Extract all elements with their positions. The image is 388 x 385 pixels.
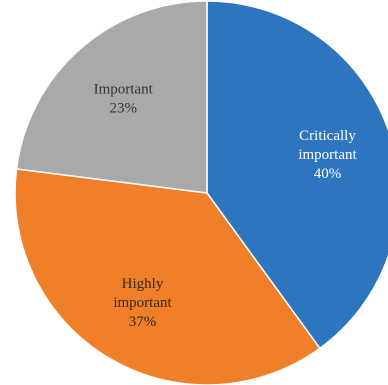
slice-label: Highly important 37% [113,276,172,330]
slice-category-label: Highly [122,276,164,292]
pie-slice [14,168,321,385]
slice-category-label: Critically [299,128,356,144]
pie-labels: Critically important 40% Highly important 37%… [94,81,358,330]
slice-label: Important 23% [94,81,154,116]
slice-percent-label: 40% [314,166,342,182]
pie-slices [14,0,388,385]
slice-percent-label: 23% [109,100,137,116]
slice-category-label: important [298,147,357,163]
pie-slice [15,0,208,194]
slice-category-label: Important [94,81,154,97]
slice-category-label: important [113,295,172,311]
pie-slice [206,0,388,350]
slice-percent-label: 37% [129,314,157,330]
slice-label: Critically important 40% [298,128,357,182]
